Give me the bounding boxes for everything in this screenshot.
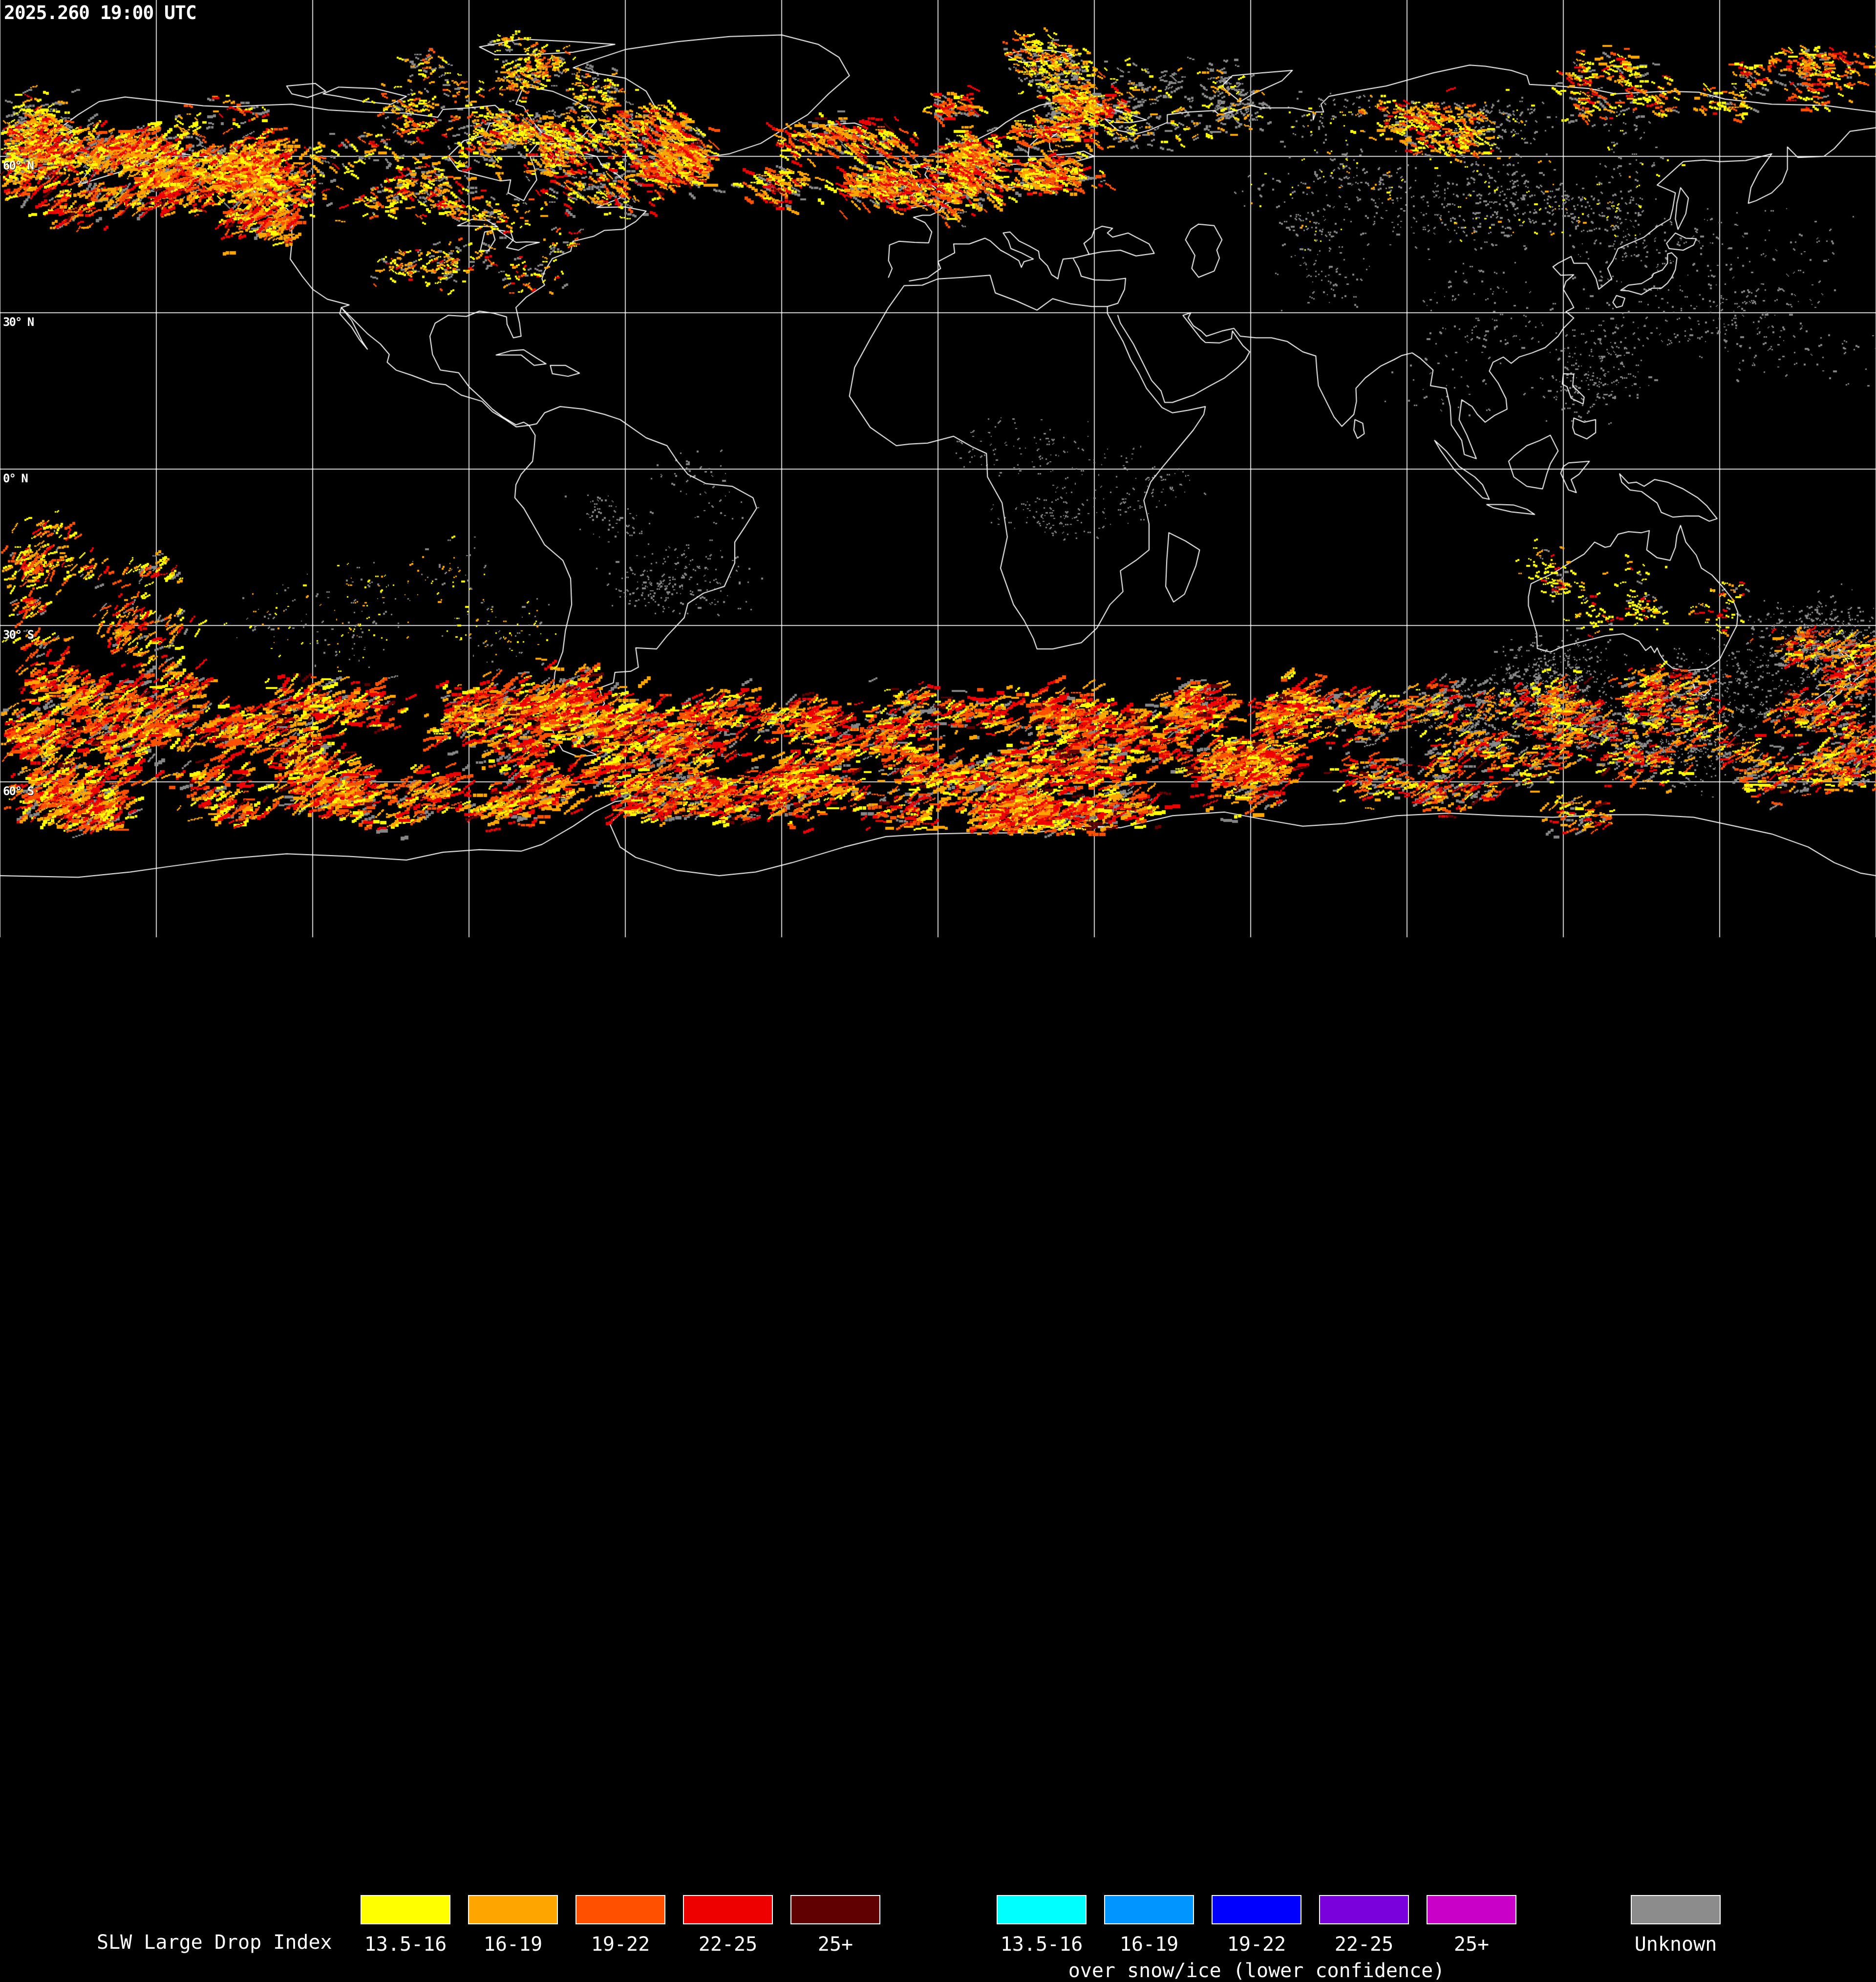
lat-label-60n: 60° N	[3, 159, 34, 172]
legend-snow-ice-caption: over snow/ice (lower confidence)	[1068, 1960, 1445, 1982]
legend-label-19-22: 19-22	[591, 1933, 650, 1956]
legend: SLW Large Drop Index 13.5-16 16-19 19-22…	[0, 938, 1876, 1982]
legend-swatch-snow-19-22	[1212, 1895, 1301, 1924]
legend-label-13-5-16: 13.5-16	[364, 1933, 447, 1956]
world-map-canvas	[0, 0, 1876, 1056]
lat-label-30n: 30° N	[3, 315, 34, 329]
legend-label-snow-22-25: 22-25	[1334, 1933, 1394, 1956]
legend-swatch-19-22	[576, 1895, 665, 1924]
lat-label-60s: 60° S	[3, 784, 34, 798]
legend-label-16-19: 16-19	[483, 1933, 543, 1956]
legend-label-22-25: 22-25	[698, 1933, 758, 1956]
lat-label-30s: 30° S	[3, 628, 34, 642]
legend-swatch-snow-25plus	[1427, 1895, 1516, 1924]
legend-label-snow-13-5-16: 13.5-16	[1000, 1933, 1083, 1956]
lat-label-0n: 0° N	[3, 472, 28, 485]
legend-label-unknown: Unknown	[1634, 1933, 1717, 1956]
legend-swatch-16-19	[468, 1895, 558, 1924]
legend-swatch-snow-22-25	[1319, 1895, 1409, 1924]
legend-label-25plus: 25+	[817, 1933, 853, 1956]
legend-title: SLW Large Drop Index	[97, 1931, 332, 1954]
legend-label-snow-16-19: 16-19	[1119, 1933, 1179, 1956]
legend-swatch-22-25	[683, 1895, 773, 1924]
timestamp: 2025.260 19:00 UTC	[4, 2, 197, 23]
legend-label-snow-19-22: 19-22	[1227, 1933, 1286, 1956]
legend-swatch-25plus	[790, 1895, 880, 1924]
legend-swatch-13-5-16	[361, 1895, 450, 1924]
legend-swatch-unknown	[1631, 1895, 1721, 1924]
legend-swatch-snow-13-5-16	[997, 1895, 1087, 1924]
legend-swatch-snow-16-19	[1104, 1895, 1194, 1924]
legend-label-snow-25plus: 25+	[1453, 1933, 1490, 1956]
